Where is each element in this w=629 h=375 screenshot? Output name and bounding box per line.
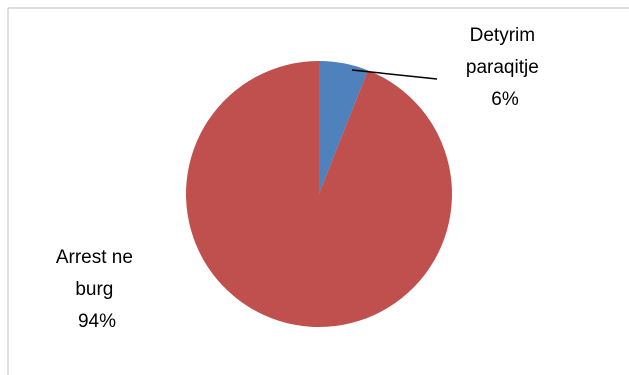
pie-slice-1	[185, 61, 452, 327]
pie-slice-0	[319, 61, 368, 194]
slice-0-label: Detyrim paraqitje 6%	[466, 25, 544, 110]
slice-0-label-line-2: paraqitje	[466, 57, 539, 78]
pie-slices	[185, 61, 452, 327]
slice-0-percent-label: 6%	[491, 89, 519, 110]
slice-1-label-line-2: burg	[75, 279, 113, 300]
slice-0-label-line-1: Detyrim	[470, 25, 535, 46]
slice-0-leader-line	[351, 69, 438, 80]
slice-1-label-line-1: Arrest ne	[56, 247, 133, 268]
slice-1-percent-label: 94%	[78, 311, 116, 332]
slice-1-label: Arrest ne burg 94%	[56, 247, 138, 332]
